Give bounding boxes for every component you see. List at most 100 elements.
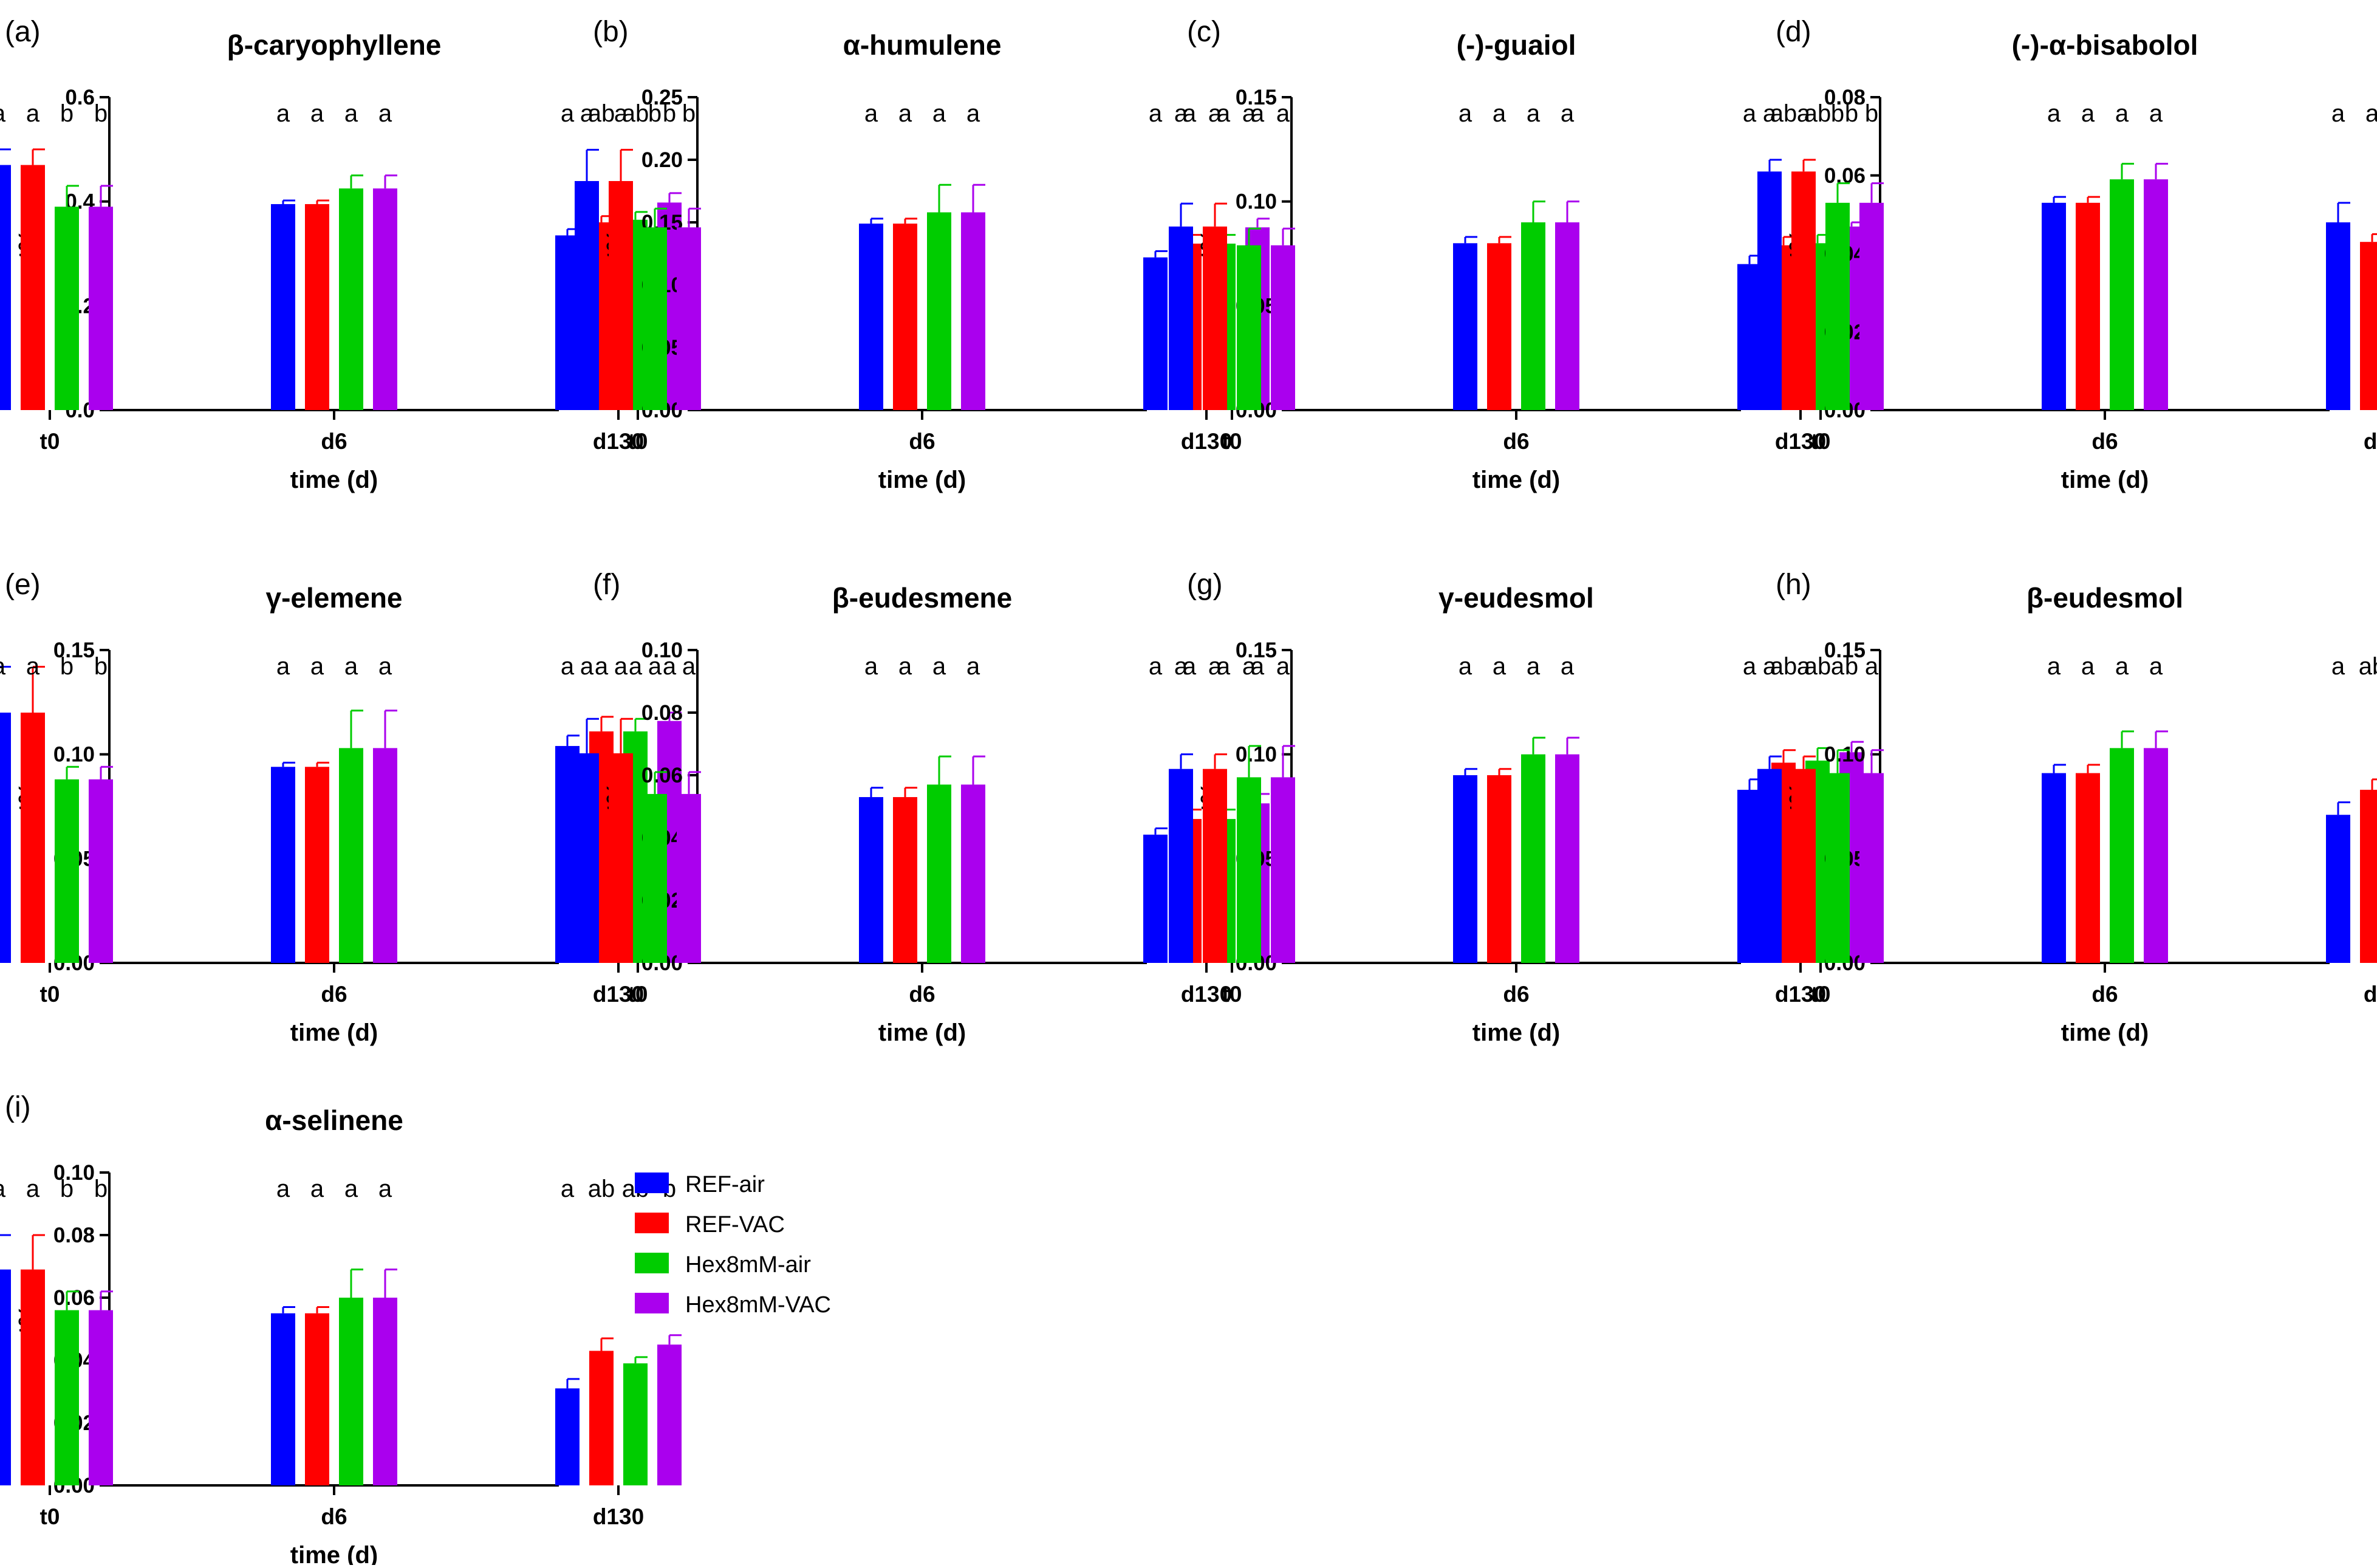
chart-title: γ-eudesmol: [1438, 582, 1594, 614]
bar: [859, 797, 883, 963]
significance-label: a: [1217, 653, 1231, 680]
significance-label: a: [2047, 100, 2061, 127]
bar: [1791, 769, 1816, 963]
legend-label: REF-VAC: [685, 1212, 785, 1238]
significance-label: ab: [1804, 653, 1831, 680]
x-category-label: d130: [1775, 982, 1826, 1007]
x-category-label: d130: [593, 429, 644, 454]
significance-label: a: [932, 653, 946, 680]
significance-label: a: [580, 100, 594, 127]
significance-label: a: [1459, 100, 1472, 127]
chart-title: (-)-guaiol: [1457, 29, 1576, 61]
significance-label: a: [648, 653, 662, 680]
significance-label: a: [1797, 653, 1811, 680]
significance-label: a: [1763, 653, 1777, 680]
significance-label: a: [378, 653, 392, 680]
panel-label: (g): [1187, 569, 1223, 601]
x-category-label: d6: [909, 429, 935, 454]
significance-label: a: [26, 1176, 40, 1202]
legend-swatch: [635, 1173, 669, 1193]
bar: [2042, 773, 2066, 963]
significance-label: a: [2115, 100, 2129, 127]
y-tick-label: 0.15: [53, 638, 95, 662]
significance-label: a: [310, 1176, 324, 1202]
bar: [961, 784, 985, 963]
bar: [927, 212, 951, 410]
bar: [55, 779, 79, 963]
bar: [1237, 245, 1261, 410]
y-tick-label: 0.15: [1236, 86, 1277, 109]
bar: [677, 227, 701, 410]
bar: [1487, 775, 1511, 963]
chart-title: γ-elemene: [265, 582, 402, 614]
significance-label: a: [2331, 100, 2345, 127]
x-axis-title: time (d): [878, 467, 966, 493]
bar: [305, 204, 329, 410]
significance-label: a: [1493, 100, 1507, 127]
y-tick-label: 0.10: [641, 638, 683, 662]
x-category-label: t0: [1222, 429, 1242, 454]
bar: [1271, 777, 1295, 963]
x-category-label: d6: [321, 429, 347, 454]
y-tick-label: 0.25: [641, 86, 683, 109]
chart-title: (-)-α-bisabolol: [2012, 29, 2198, 61]
bar: [271, 204, 295, 410]
x-axis-title: time (d): [290, 1019, 378, 1046]
bar: [1757, 769, 1782, 963]
chart-panel-4: (d)(-)-α-bisabolol0.000.020.040.060.08wt…: [1757, 16, 2377, 493]
chart-panel-8: (h)β-eudesmol0.000.050.100.15wt%t0aaaad6…: [1757, 569, 2377, 1046]
significance-label: a: [1561, 653, 1575, 680]
significance-label: a: [1527, 100, 1541, 127]
significance-label: a: [1183, 653, 1197, 680]
x-axis-title: time (d): [2061, 1019, 2149, 1046]
significance-label: a: [2365, 100, 2377, 127]
bar: [339, 748, 363, 963]
bar: [0, 713, 11, 963]
significance-label: b: [1845, 100, 1858, 127]
significance-label: a: [276, 1176, 290, 1202]
chart-panel-2: (b)α-humulene0.000.050.100.150.200.25wt%…: [575, 16, 1270, 493]
significance-label: b: [94, 100, 108, 127]
bar: [927, 784, 951, 963]
bar: [1791, 171, 1816, 410]
bar: [859, 224, 883, 410]
significance-label: a: [682, 653, 696, 680]
chart-title: β-eudesmol: [2026, 582, 2183, 614]
significance-label: a: [1208, 100, 1222, 127]
y-tick-label: 0.10: [1236, 190, 1277, 214]
significance-label: a: [378, 1176, 392, 1202]
bar: [2042, 202, 2066, 410]
y-tick-label: 0.15: [1824, 638, 1866, 662]
y-tick-label: 0.20: [641, 148, 683, 172]
bar: [55, 1310, 79, 1485]
significance-label: a: [1149, 653, 1163, 680]
x-axis-title: time (d): [290, 1542, 378, 1565]
panel-label: (b): [593, 16, 629, 48]
bar: [575, 181, 599, 410]
bar: [1237, 777, 1261, 963]
y-tick-label: 0.15: [1236, 638, 1277, 662]
x-category-label: d130: [1775, 429, 1826, 454]
x-category-label: t0: [628, 429, 648, 454]
significance-label: ab: [1804, 100, 1831, 127]
bar: [373, 1298, 397, 1485]
x-category-label: t0: [1811, 982, 1831, 1007]
bar: [555, 1388, 580, 1485]
x-category-label: d130: [2364, 429, 2377, 454]
significance-label: a: [2149, 100, 2163, 127]
bar: [1825, 202, 1850, 410]
bar: [1555, 754, 1579, 963]
significance-label: a: [0, 653, 6, 680]
x-category-label: t0: [1222, 982, 1242, 1007]
significance-label: a: [344, 1176, 358, 1202]
significance-label: a: [614, 653, 628, 680]
bar: [339, 1298, 363, 1485]
x-category-label: t0: [40, 429, 60, 454]
significance-label: b: [648, 100, 662, 127]
chart-panel-6: (f)β-eudesmene0.000.020.040.060.080.10wt…: [575, 569, 1270, 1046]
significance-label: ab: [588, 100, 615, 127]
significance-label: a: [1208, 653, 1222, 680]
significance-label: b: [1845, 653, 1858, 680]
bar: [677, 793, 701, 963]
significance-label: a: [1174, 100, 1188, 127]
